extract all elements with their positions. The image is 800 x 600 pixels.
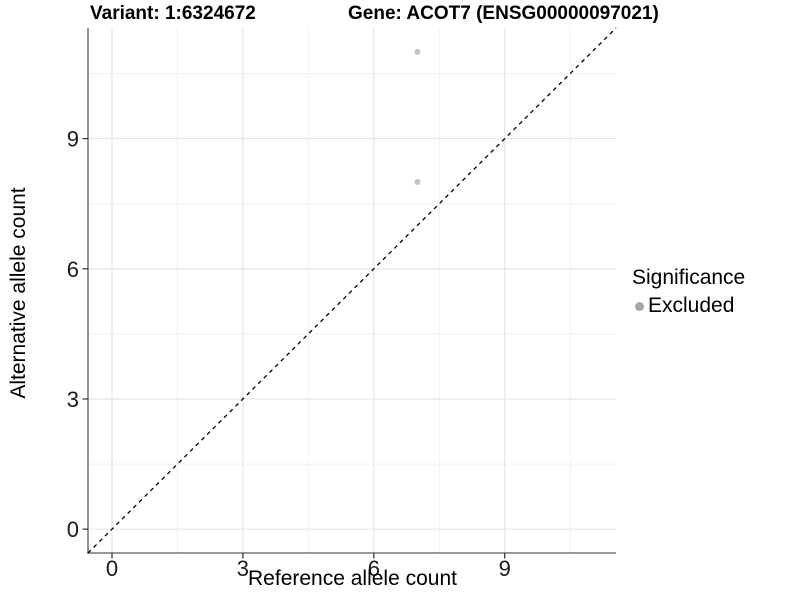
y-tick-label: 6 — [67, 257, 79, 282]
x-tick-label: 0 — [106, 556, 118, 581]
legend-item-excluded: Excluded — [632, 294, 745, 318]
y-tick-label: 9 — [67, 127, 79, 152]
data-point — [414, 48, 421, 55]
legend: Significance Excluded — [632, 266, 745, 318]
y-tick-label: 0 — [67, 517, 79, 542]
variant-title: Variant: 1:6324672 — [90, 3, 256, 24]
x-tick-label: 3 — [237, 556, 249, 581]
x-axis-title: Reference allele count — [248, 567, 457, 590]
x-tick-label: 9 — [499, 556, 511, 581]
x-tick-label: 6 — [368, 556, 380, 581]
gene-title: Gene: ACOT7 (ENSG00000097021) — [348, 3, 659, 24]
legend-item-label: Excluded — [648, 294, 735, 317]
identity-dashed-line — [87, 27, 617, 554]
y-tick-label: 3 — [67, 387, 79, 412]
legend-title: Significance — [632, 266, 746, 289]
legend-key-dot-icon — [635, 301, 644, 311]
data-point — [414, 179, 421, 186]
y-axis-title: Alternative allele count — [7, 187, 30, 399]
